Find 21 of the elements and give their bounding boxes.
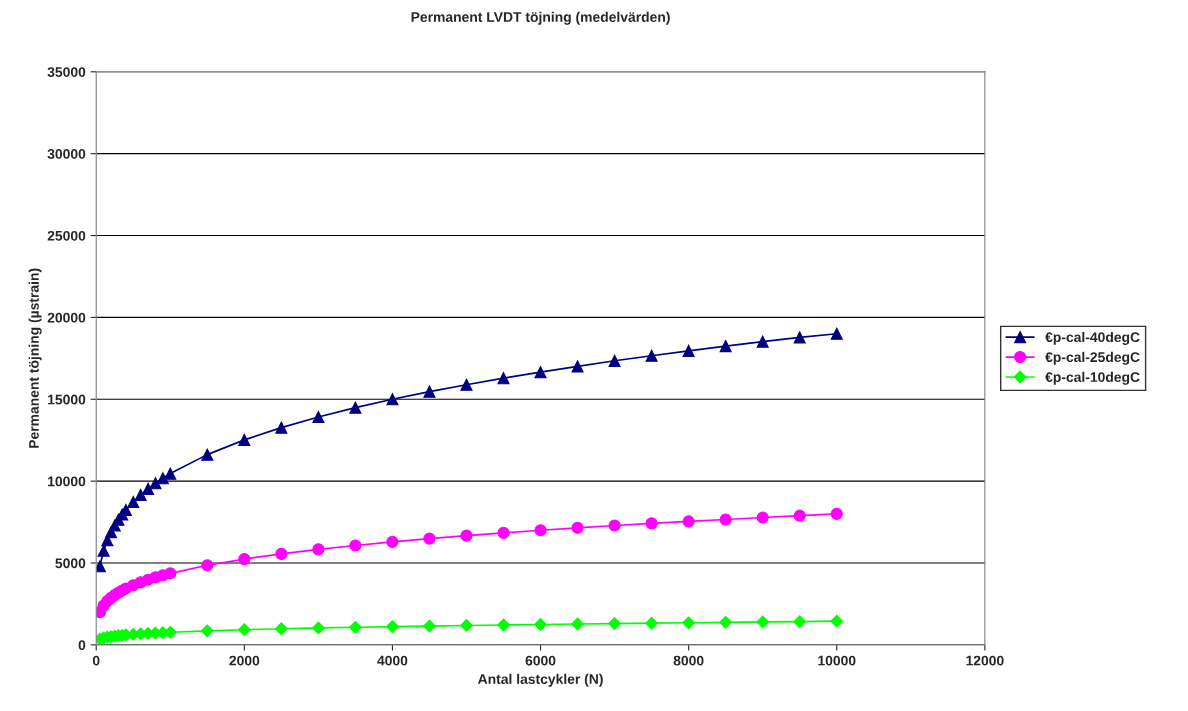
y-tick-label: 35000: [47, 67, 86, 77]
y-axis-title: Permanent töjning (µstrain): [28, 268, 42, 448]
y-tick-label: 15000: [48, 394, 86, 405]
x-tick-label: 12000: [966, 655, 1004, 666]
y-tick-label: 5000: [55, 558, 86, 569]
x-tick-label: 10000: [818, 655, 856, 666]
legend-label: €p-cal-10degC: [1045, 371, 1140, 385]
y-tick-label: 10000: [48, 476, 86, 487]
x-tick-label: 4000: [377, 655, 408, 666]
legend-label: €p-cal-40degC: [1045, 331, 1140, 345]
y-tick-label: 20000: [47, 312, 86, 323]
x-tick-label: 2000: [229, 655, 260, 666]
legend-label: €p-cal-25degC: [1045, 351, 1140, 365]
chart-title: Permanent LVDT töjning (medelvärden): [411, 11, 670, 25]
x-tick-label: 0: [92, 655, 100, 666]
y-tick-label: 0: [78, 640, 86, 651]
x-tick-label: 6000: [525, 655, 556, 666]
x-tick-label: 8000: [673, 655, 704, 666]
y-tick-label: 30000: [47, 149, 86, 159]
y-tick-label: 25000: [47, 230, 86, 241]
x-axis-title: Antal lastcykler (N): [477, 673, 603, 687]
